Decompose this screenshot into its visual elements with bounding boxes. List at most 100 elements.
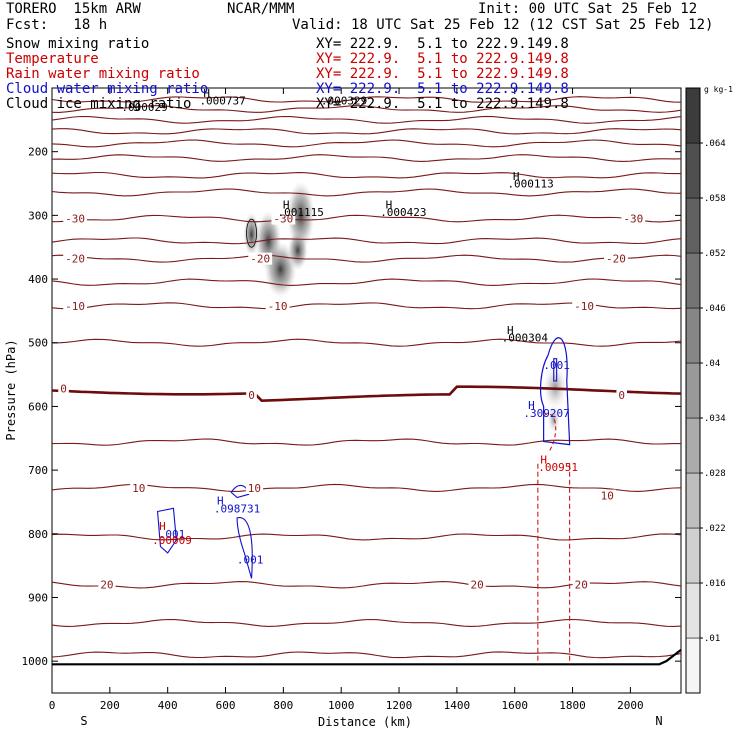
isotherm-line (51, 278, 682, 286)
isotherm-label-bg (130, 481, 148, 494)
x-tick-label: 600 (216, 699, 236, 712)
x-tick-label: 2000 (617, 699, 644, 712)
legend-cloud-ice-name: Cloud ice mixing ratio (6, 96, 192, 112)
x-tick-label: 200 (100, 699, 120, 712)
isotherm-line (51, 438, 681, 446)
isotherm-label-bg (98, 578, 116, 591)
colorbar-segment (685, 362, 701, 419)
maximum-value-label: .001 (159, 528, 186, 541)
high-marker: H (386, 199, 393, 212)
maximum-value-label: .000304 (502, 332, 549, 345)
colorbar-tick-label: .01 (704, 634, 720, 644)
isotherm-label: 20 (575, 579, 588, 592)
isotherm-label-bg (468, 578, 486, 591)
isotherm-label-bg (621, 212, 646, 225)
maximum-value-label: .000029 (121, 101, 167, 114)
legend-snow-xy: XY= 222.9. 5.1 to 222.9.149.8 (316, 36, 569, 52)
colorbar-segment (685, 582, 701, 639)
maximum-value-label: .000423 (380, 206, 426, 219)
isotherm-label-bg (271, 212, 296, 225)
colorbar-tick-label: .04 (704, 359, 720, 369)
mixing-ratio-shade (547, 405, 560, 434)
high-marker: H (540, 453, 547, 466)
isotherm-line (51, 618, 682, 627)
isotherm-line (51, 128, 682, 135)
legend-cloud-ice-xy: XY= 222.9. 5.1 to 222.9.149.8 (316, 96, 569, 112)
colorbar-tick-label: .052 (704, 249, 726, 259)
high-marker: H (203, 87, 210, 100)
y-tick-label: 800 (28, 528, 48, 541)
legend-temperature-xy: XY= 222.9. 5.1 to 222.9.149.8 (316, 51, 569, 67)
isotherm-label: -20 (606, 253, 626, 266)
isotherm-label-bg (598, 489, 616, 502)
isotherm-line (51, 96, 682, 103)
colorbar-tick-label: .058 (704, 194, 726, 204)
colorbar-tick-label: .034 (704, 414, 726, 424)
isotherm-label-bg (604, 252, 628, 265)
isotherm-zero (51, 385, 682, 403)
isotherm-label: -10 (268, 300, 288, 313)
maximum-value-label: .000329 (321, 95, 367, 108)
colorbar-segment (685, 142, 701, 199)
mixing-ratio-shade (287, 230, 308, 271)
colorbar-segment (685, 527, 701, 584)
colorbar-tick-label: .016 (704, 579, 726, 589)
y-tick-label: 300 (28, 209, 48, 222)
isotherm-label: 10 (248, 482, 261, 495)
high-marker: H (507, 324, 514, 337)
surface-line (52, 649, 682, 666)
maximum-value-label: .00009 (152, 534, 192, 547)
maximum-value-label: .309207 (523, 407, 569, 420)
cloud-water-contour (539, 337, 571, 446)
isotherm-label: -30 (273, 213, 293, 226)
y-tick-label: 600 (28, 400, 48, 413)
isotherm-line (51, 154, 682, 162)
x-tick-label: 1400 (444, 699, 471, 712)
isotherm-label-bg (245, 481, 264, 494)
isotherm-line (51, 139, 682, 148)
isotherm-label-bg (63, 299, 88, 312)
maximum-value-label: .098731 (214, 502, 260, 515)
south-label: S (80, 714, 87, 728)
x-tick-label: 1200 (386, 699, 413, 712)
model-title: TORERO 15km ARW (6, 1, 141, 17)
high-marker: H (159, 520, 166, 533)
isotherm-label: 20 (470, 579, 483, 592)
isotherm-line (51, 171, 681, 179)
high-marker: H (217, 495, 224, 508)
isotherm-line (51, 483, 682, 492)
x-tick-label: 1000 (328, 699, 355, 712)
y-tick-label: 1000 (22, 655, 49, 668)
colorbar-segment (685, 87, 701, 144)
mixing-ratio-shade (543, 365, 568, 410)
north-label: N (655, 714, 662, 728)
isotherm-label: -30 (623, 213, 643, 226)
colorbar-unit: g kg-1 (704, 85, 733, 94)
x-axis-title: Distance (km) (318, 715, 412, 729)
colorbar-tick-label: .064 (704, 139, 726, 149)
org-title: NCAR/MMM (227, 1, 295, 17)
isotherm-line (51, 188, 682, 197)
isotherm-line (51, 214, 682, 223)
colorbar-segment (685, 197, 701, 254)
colorbar-tick-label: .022 (704, 524, 726, 534)
y-tick-label: 700 (28, 464, 48, 477)
maximum-value-label: .000737 (199, 95, 245, 108)
colorbar-segment (685, 472, 701, 529)
isotherm-label-bg (265, 299, 290, 312)
isotherm-line (51, 651, 682, 659)
colorbar-segment (685, 417, 701, 474)
y-tick-label: 200 (28, 146, 48, 159)
cloud-water-contour (553, 358, 558, 382)
y-tick-label: 400 (28, 273, 48, 286)
isotherm-label-bg (63, 212, 88, 225)
maximum-value-label: .001 (543, 359, 570, 372)
isotherm-label-bg (616, 388, 628, 401)
maximum-value-label: .001 (237, 553, 264, 566)
isotherm-line (51, 338, 682, 347)
maximum-value-label: .000113 (507, 178, 553, 191)
isotherm-label: -30 (65, 213, 85, 226)
rain-water-contour (543, 413, 557, 452)
isotherm-line (51, 115, 682, 124)
isotherm-label: 10 (601, 490, 614, 503)
